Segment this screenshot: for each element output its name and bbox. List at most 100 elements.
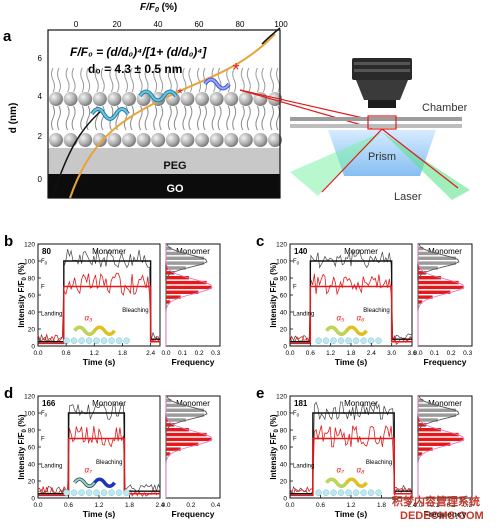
y-tick: 40 (28, 462, 36, 469)
freq-axis-title: Frequency (172, 357, 215, 367)
lipid-tail (109, 67, 114, 93)
x-tick: 0.0 (33, 350, 42, 357)
trace-title: Monomer (92, 399, 126, 408)
acceptor-hist-bar (166, 442, 199, 446)
lipid-head (209, 133, 224, 147)
lipid-tail (197, 67, 201, 93)
acceptor-hist-bar (418, 418, 420, 422)
acceptor-hist-bar (166, 295, 181, 299)
y-tick: 40 (280, 462, 288, 469)
freq-axis-title: Frequency (172, 509, 215, 519)
f-label: F (41, 285, 45, 291)
lipid-tail (188, 67, 193, 93)
donor-hist-bar (166, 251, 186, 256)
mini-lipid (375, 337, 382, 344)
acceptor-hist-bar (166, 437, 212, 442)
trace-title: Monomer (344, 399, 378, 408)
y-tick: 120 (24, 394, 35, 401)
acceptor-fit (417, 396, 465, 498)
lipid-tail (211, 105, 216, 131)
trace-panels: b Intensity F/F0 (%) 120 100 80 60 40 20 0 80 Mono… (4, 233, 473, 519)
lipid-head (238, 92, 253, 106)
y-tick: 80 (28, 428, 36, 435)
y-tick: 80 (280, 276, 288, 283)
x-tick: 3.0 (387, 350, 396, 357)
molecule-count: 140 (294, 247, 308, 256)
mini-lipid (345, 337, 352, 344)
freq-tick: 0.2 (447, 502, 456, 509)
lipid-tail (276, 105, 280, 131)
trace-title: Monomer (92, 247, 126, 256)
acceptor-hist-bar (166, 447, 181, 451)
laser-beam (382, 132, 470, 200)
y-axis-title: Intensity F/F0 (%) (17, 414, 28, 479)
acceptor-hist-bar (166, 271, 175, 275)
freq-tick: 0.0 (161, 502, 170, 509)
helix-label: α₇ (337, 466, 346, 475)
star-marker: * (177, 85, 183, 101)
trace-frame (289, 243, 413, 347)
panel-letter-c: c (256, 233, 264, 250)
lipid-tail (124, 67, 128, 93)
molecule-count: 80 (42, 247, 51, 256)
f0-label: F0 (41, 411, 48, 418)
f0-label: F0 (293, 259, 300, 266)
y-tick: 60 (280, 445, 288, 452)
x-tick: 1.8 (118, 350, 127, 357)
y-tick: 120 (24, 242, 35, 249)
y-tick: 100 (24, 411, 35, 418)
lipid-tail (130, 105, 134, 131)
mini-lipid (330, 489, 337, 496)
lipid-tail (159, 105, 164, 131)
mini-lipid (360, 489, 367, 496)
donor-trace (37, 402, 161, 496)
lipid-tail (65, 105, 70, 131)
x-axis-title: Time (s) (83, 357, 116, 367)
top-axis-ticks: 0 20 40 60 80 100 (74, 20, 288, 29)
mini-lipid (367, 489, 375, 496)
donor-level (38, 412, 160, 495)
acceptor-hist-bar (166, 276, 190, 280)
landing-label: Landing (41, 311, 62, 317)
mini-lipid (108, 489, 115, 496)
zoom-line (239, 89, 373, 121)
donor-hist-bar (418, 398, 424, 403)
donor-hist-bar (166, 246, 172, 251)
mini-lipid (70, 489, 78, 496)
f0-label: F0 (293, 411, 300, 418)
y-tick: 0 (283, 496, 287, 503)
lipid-tail (270, 105, 274, 131)
acceptor-hist-bar (166, 285, 212, 290)
panel-a-frame (47, 29, 281, 199)
y-tick: 0 (31, 344, 35, 351)
mini-lipid (115, 337, 123, 344)
lipid-tail (57, 67, 61, 93)
lipid-head (122, 92, 136, 106)
freq-tick: 0.2 (447, 350, 456, 357)
f0-label: F0 (41, 259, 48, 266)
acceptor-level (290, 285, 412, 345)
x-tick: 0.6 (306, 350, 315, 357)
lipid-tail (276, 67, 280, 93)
lipid-head (268, 133, 282, 147)
x-tick: 1.2 (90, 350, 99, 357)
laser-label: Laser (394, 191, 422, 203)
donor-hist-bar (418, 418, 438, 422)
lipid-head (195, 92, 209, 106)
y-tick: 120 (276, 394, 287, 401)
lipid-head (253, 133, 268, 147)
lipid-tail (226, 105, 231, 131)
bleaching-label: Bleaching (96, 460, 122, 466)
mini-lipid (322, 337, 330, 344)
lipid-tail (261, 105, 266, 131)
chamber-slide (290, 117, 462, 121)
acceptor-hist-bar (418, 423, 427, 427)
lipid-tail (153, 105, 158, 131)
laser-beam (290, 132, 382, 196)
acceptor-level (290, 437, 412, 497)
acceptor-hist-bar (418, 266, 420, 270)
mini-helix-segment (73, 326, 96, 336)
fit-curve-left (51, 111, 101, 199)
lipid-tail (255, 105, 260, 131)
x-tick: 0.0 (285, 502, 294, 509)
